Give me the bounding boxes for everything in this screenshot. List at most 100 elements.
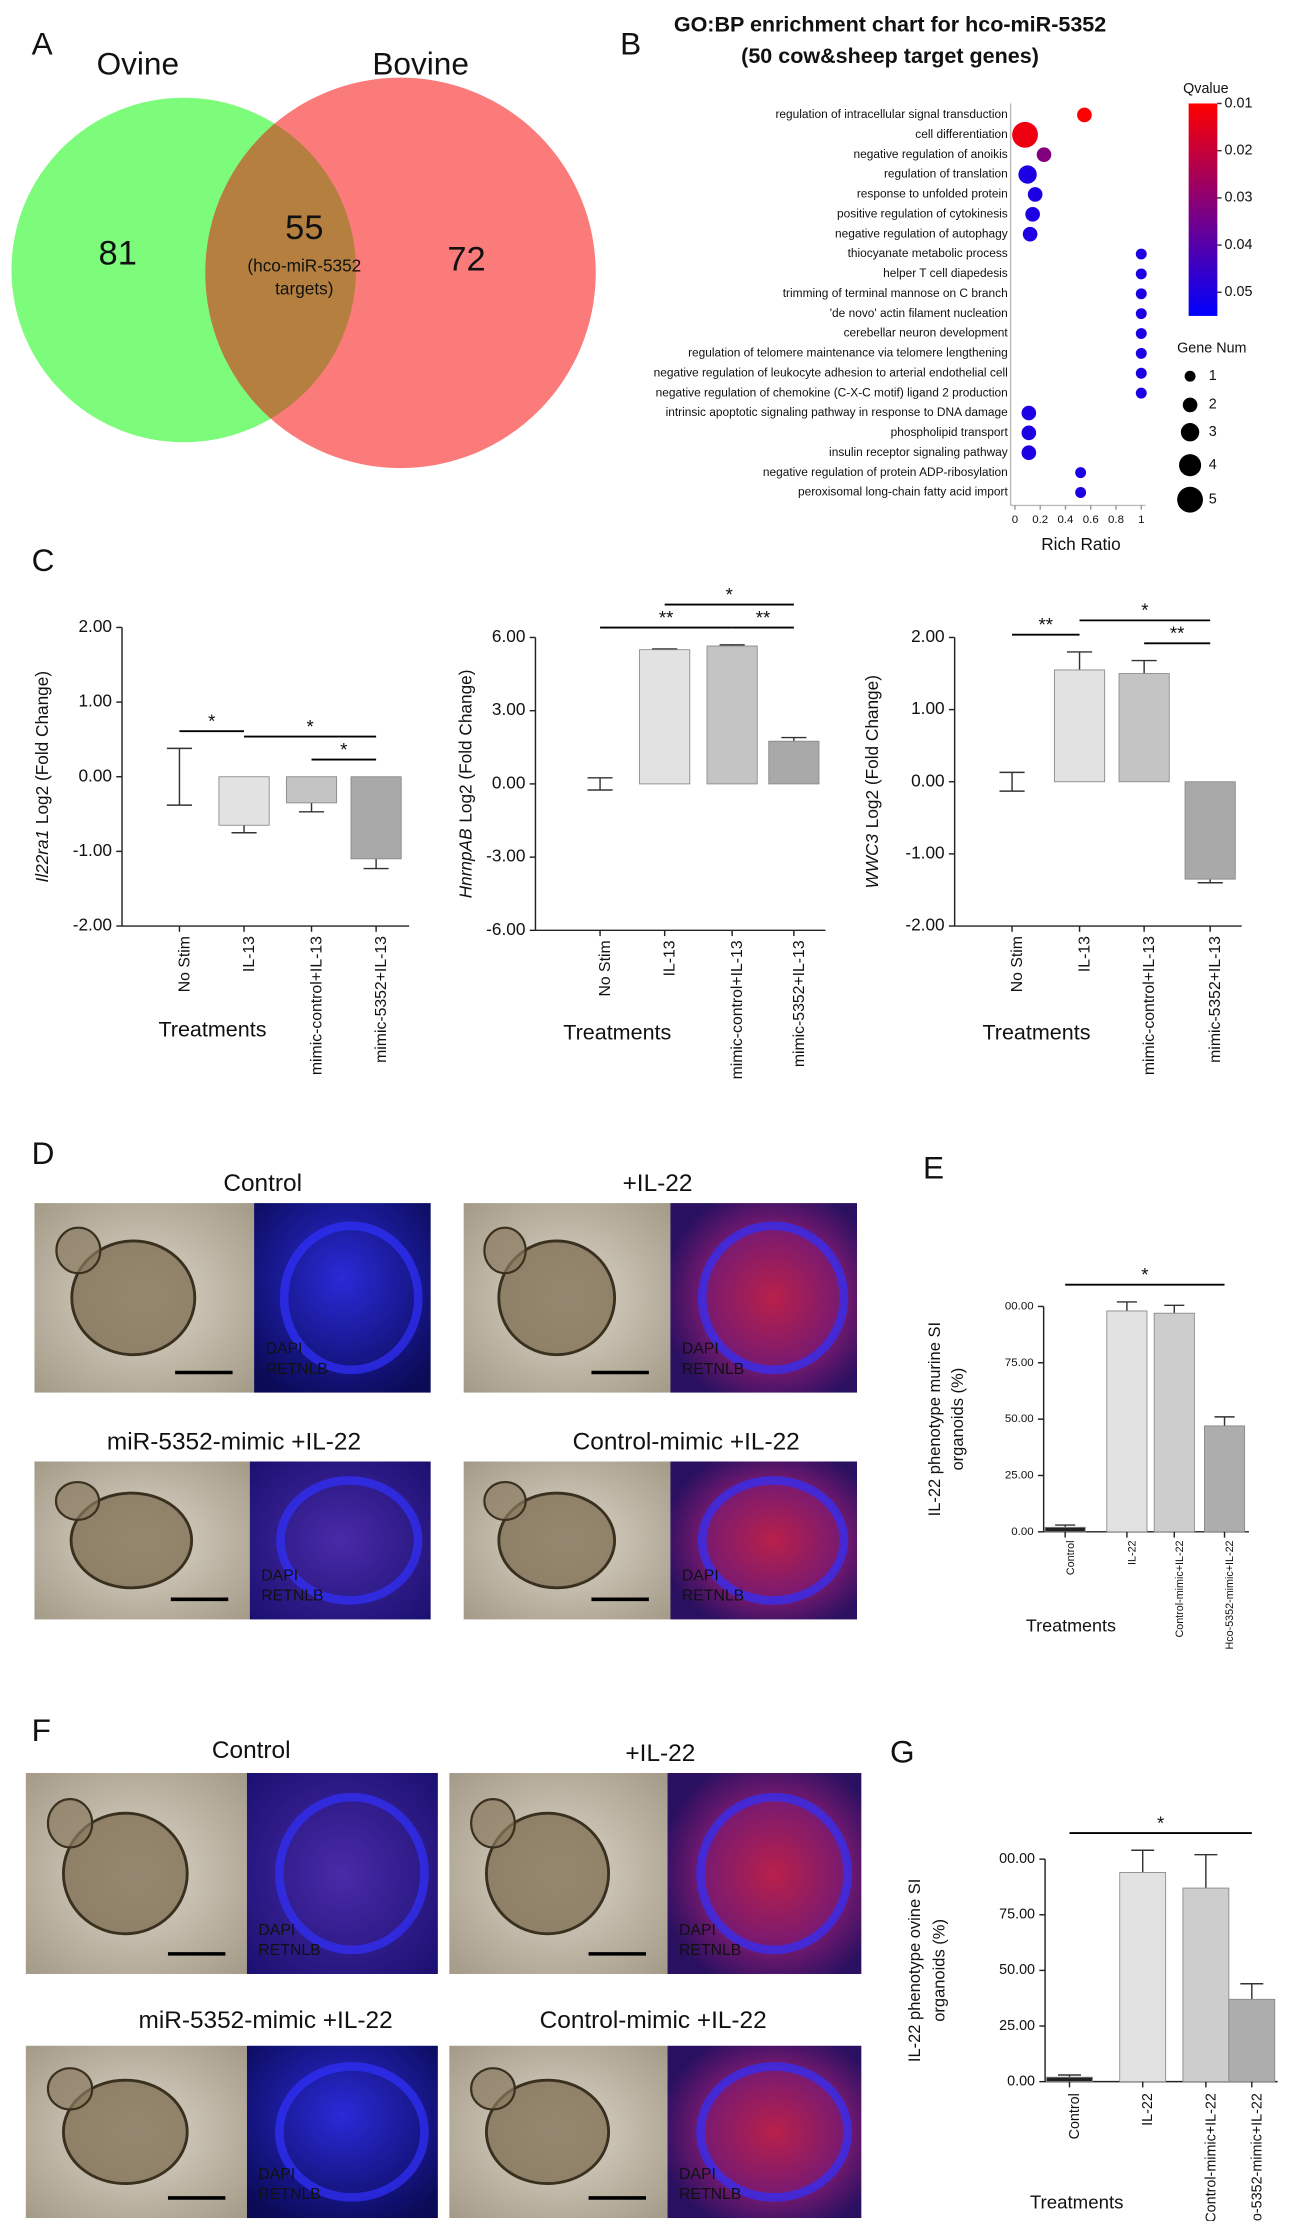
term-label: positive regulation of cytokinesis — [837, 206, 1008, 220]
significance-label: ** — [659, 607, 674, 628]
y-axis-label-text: IL-22 phenotype murine SI — [926, 1322, 944, 1516]
set-name: Ovine — [97, 45, 180, 81]
x-tick-label: IL-13 — [662, 940, 679, 976]
x-tick-label: 0.8 — [1108, 514, 1124, 526]
venn-overlap — [205, 97, 357, 443]
shared-count: 55 — [285, 209, 323, 247]
bar — [1053, 669, 1106, 783]
channel-label: RETNLB — [266, 1361, 328, 1378]
bar — [1228, 1998, 1276, 2083]
channel-label: DAPI — [679, 2166, 716, 2183]
bubble — [1021, 405, 1037, 421]
image-title: miR-5352-mimic +IL-22 — [107, 1428, 361, 1455]
epithelium — [275, 1792, 429, 1955]
term-label: negative regulation of anoikis — [854, 147, 1008, 161]
size-legend-mark — [1180, 423, 1200, 442]
bar — [1204, 1425, 1246, 1533]
bubble — [1135, 268, 1147, 280]
x-tick-label: IL-13 — [241, 936, 258, 972]
organoid — [484, 1811, 611, 1936]
colorbar-tick-label: 0.02 — [1225, 142, 1253, 158]
x-axis-label: Treatments — [982, 1020, 1090, 1044]
colorbar-tick-label: 0.05 — [1225, 284, 1253, 300]
bar — [1044, 1526, 1086, 1533]
bar — [639, 649, 691, 785]
bar — [285, 776, 338, 804]
term-label: cell differentiation — [915, 127, 1007, 141]
y-axis-label-text: organoids (%) — [949, 1368, 967, 1471]
size-legend-mark — [1182, 397, 1198, 413]
y-axis-label-gene: Il22ra1 — [32, 830, 52, 883]
panel-label: C — [32, 542, 55, 578]
y-tick-label: -1.00 — [905, 842, 944, 862]
set-count: 72 — [447, 240, 485, 278]
bubble — [1135, 367, 1147, 379]
x-tick-label: IL-22 — [1140, 2093, 1156, 2126]
x-tick-label: mimic-5352+IL-13 — [373, 936, 390, 1063]
y-tick-label: 25.00 — [1005, 1470, 1034, 1482]
y-axis-label: organoids (%) — [931, 1919, 949, 2022]
bar — [706, 645, 758, 785]
term-label: trimming of terminal mannose on C branch — [783, 286, 1008, 300]
term-label: insulin receptor signaling pathway — [829, 445, 1008, 459]
size-legend-label: 2 — [1209, 397, 1217, 413]
y-axis-label: IL-22 phenotype murine SI — [926, 1322, 944, 1516]
x-tick-label: mimic-5352+IL-13 — [791, 940, 808, 1067]
channel-label: RETNLB — [679, 1942, 741, 1959]
significance-label: ** — [1170, 623, 1185, 644]
bubble — [1025, 206, 1040, 222]
y-tick-label: 00.00 — [1005, 1300, 1034, 1312]
channel-label: RETNLB — [679, 2186, 741, 2203]
chart-title: (50 cow&sheep target genes) — [741, 44, 1039, 68]
set-name: Bovine — [372, 45, 469, 81]
x-tick-label: No Stim — [597, 940, 614, 996]
significance-label: * — [306, 716, 313, 737]
x-tick-label: 0.2 — [1032, 514, 1048, 526]
y-tick-label: 1.00 — [78, 691, 112, 711]
organoid — [46, 2067, 94, 2111]
x-tick-label: Control-mimic+IL-22 — [1174, 1540, 1186, 1637]
significance-label: * — [208, 710, 215, 731]
x-tick-label: No Stim — [176, 936, 193, 992]
x-tick-label: mimic-control+IL-13 — [1141, 936, 1158, 1075]
y-axis-label: IL-22 phenotype ovine SI — [906, 1879, 924, 2062]
channel-label: DAPI — [266, 1341, 303, 1358]
panel-label: D — [32, 1135, 55, 1171]
y-tick-label: 3.00 — [492, 699, 526, 719]
bubble — [1135, 308, 1147, 320]
bubble — [1022, 226, 1038, 242]
bar — [350, 776, 402, 860]
panel-label: F — [32, 1712, 51, 1748]
y-axis-label-text: Log2 (Fold Change) — [861, 675, 881, 828]
bubble — [1021, 425, 1037, 441]
significance-label: * — [726, 584, 733, 605]
term-label: 'de novo' actin filament nucleation — [830, 306, 1008, 320]
bar — [218, 776, 270, 826]
y-tick-label: -3.00 — [486, 846, 525, 866]
significance-label: * — [340, 739, 347, 760]
epithelium — [276, 1476, 423, 1605]
channel-label: DAPI — [682, 1341, 719, 1358]
channel-label: RETNLB — [682, 1588, 744, 1605]
organoid — [55, 1226, 102, 1275]
y-tick-label: -6.00 — [486, 919, 525, 939]
panel-label: A — [32, 25, 53, 61]
panel-label: B — [620, 25, 641, 61]
set-count: 81 — [99, 235, 137, 273]
bubble — [1021, 445, 1037, 461]
bar — [768, 740, 820, 785]
bar — [1118, 673, 1170, 783]
size-legend-label: 3 — [1209, 424, 1217, 440]
bubble — [1075, 467, 1087, 479]
y-tick-label: -1.00 — [73, 840, 112, 860]
channel-label: DAPI — [679, 1922, 716, 1939]
image-title: Control-mimic +IL-22 — [540, 2007, 767, 2034]
colorbar-title: Qvalue — [1183, 81, 1228, 97]
x-tick-label: Control — [1065, 1540, 1077, 1575]
organoid — [497, 1491, 617, 1590]
y-tick-label: 2.00 — [78, 616, 112, 636]
y-axis-label: organoids (%) — [949, 1368, 967, 1471]
